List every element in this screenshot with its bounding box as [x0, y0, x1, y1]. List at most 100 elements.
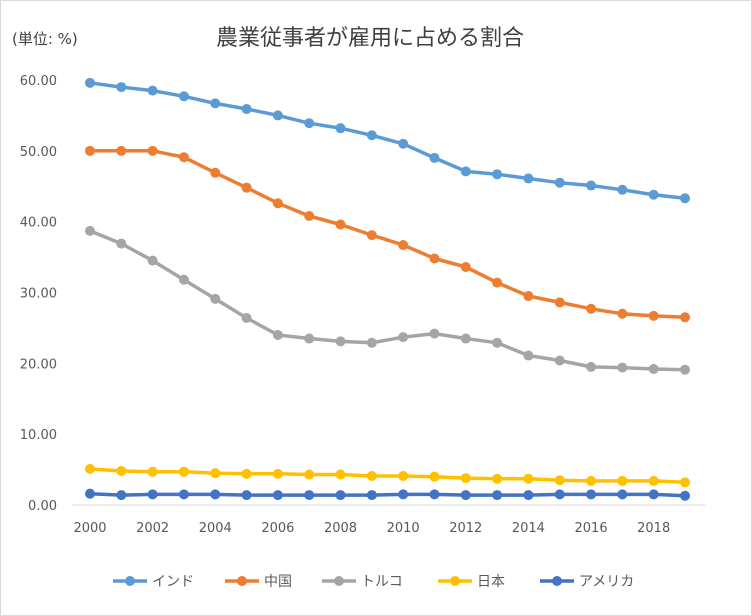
- data-point: [210, 489, 221, 500]
- data-point: [460, 473, 471, 484]
- series-4: [85, 488, 690, 501]
- data-point: [429, 328, 440, 339]
- data-point: [178, 152, 189, 163]
- data-point: [648, 475, 659, 486]
- x-tick-label: 2000: [73, 521, 106, 536]
- data-point: [116, 82, 127, 93]
- data-point: [554, 489, 565, 500]
- y-tick-label: 20.00: [20, 357, 57, 372]
- data-point: [680, 490, 690, 501]
- data-point: [116, 238, 127, 249]
- data-point: [492, 473, 503, 484]
- data-point: [304, 118, 315, 129]
- y-tick-label: 30.00: [20, 287, 57, 302]
- data-point: [523, 173, 534, 184]
- data-point: [492, 277, 503, 288]
- data-point: [272, 110, 283, 121]
- data-point: [335, 219, 346, 230]
- data-point: [492, 169, 503, 180]
- data-point: [460, 333, 471, 344]
- series-line: [89, 81, 686, 201]
- data-point: [680, 477, 690, 488]
- x-tick-label: 2012: [449, 521, 482, 536]
- legend-item: アメリカ: [540, 574, 634, 590]
- data-point: [460, 490, 471, 501]
- data-point: [85, 463, 95, 474]
- data-point: [554, 355, 565, 366]
- series-3: [85, 463, 690, 488]
- data-point: [210, 167, 221, 178]
- y-tick-label: 40.00: [20, 216, 57, 231]
- legend-item: 日本: [438, 574, 505, 590]
- x-tick-label: 2004: [199, 521, 232, 536]
- x-tick-label: 2016: [575, 521, 608, 536]
- data-point: [272, 490, 283, 501]
- data-point: [617, 308, 628, 319]
- data-point: [617, 184, 628, 195]
- data-point: [272, 468, 283, 479]
- data-point: [210, 293, 221, 304]
- data-point: [648, 310, 659, 321]
- x-tick-label: 2014: [512, 521, 545, 536]
- data-point: [398, 489, 409, 500]
- data-point: [147, 85, 158, 96]
- unit-label: (単位: %): [12, 30, 78, 48]
- legend-swatch-marker: [450, 576, 460, 586]
- data-point: [178, 466, 189, 477]
- data-point: [554, 475, 565, 486]
- legend-swatch-marker: [237, 576, 247, 586]
- y-tick-label: 60.00: [20, 74, 57, 89]
- data-point: [335, 336, 346, 347]
- data-point: [241, 468, 252, 479]
- data-point: [366, 337, 377, 348]
- data-point: [586, 180, 597, 191]
- data-point: [460, 166, 471, 177]
- series-line: [89, 491, 686, 498]
- y-tick-label: 10.00: [20, 428, 57, 443]
- data-point: [210, 468, 221, 479]
- data-point: [272, 198, 283, 209]
- data-point: [523, 350, 534, 361]
- data-point: [147, 145, 158, 156]
- data-point: [429, 152, 440, 163]
- data-point: [523, 291, 534, 302]
- data-point: [648, 189, 659, 200]
- y-tick-label: 0.00: [28, 499, 57, 514]
- data-point: [429, 471, 440, 482]
- data-point: [210, 98, 221, 109]
- legend-swatch-marker: [552, 576, 562, 586]
- x-tick-label: 2010: [387, 521, 420, 536]
- data-point: [586, 303, 597, 314]
- series-line: [90, 149, 686, 320]
- data-point: [617, 475, 628, 486]
- data-point: [304, 469, 315, 480]
- x-tick-label: 2008: [324, 521, 357, 536]
- data-point: [85, 488, 95, 499]
- data-point: [523, 490, 534, 501]
- data-point: [523, 473, 534, 484]
- data-point: [429, 253, 440, 264]
- data-point: [178, 489, 189, 500]
- series-0: [85, 77, 690, 204]
- data-point: [398, 470, 409, 481]
- data-point: [304, 333, 315, 344]
- data-point: [241, 313, 252, 323]
- data-point: [680, 193, 690, 204]
- data-point: [554, 297, 565, 308]
- data-point: [617, 489, 628, 500]
- data-point: [617, 362, 628, 373]
- series-line: [89, 229, 686, 372]
- data-point: [241, 490, 252, 501]
- data-point: [178, 274, 189, 285]
- chart-title: 農業従事者が雇用に占める割合: [216, 26, 524, 51]
- data-point: [85, 145, 95, 156]
- data-point: [178, 91, 189, 102]
- series-1: [85, 145, 690, 323]
- data-point: [335, 490, 346, 501]
- legend-label: 日本: [477, 574, 505, 590]
- data-point: [147, 255, 158, 266]
- legend-item: インド: [113, 574, 194, 590]
- data-point: [241, 104, 252, 115]
